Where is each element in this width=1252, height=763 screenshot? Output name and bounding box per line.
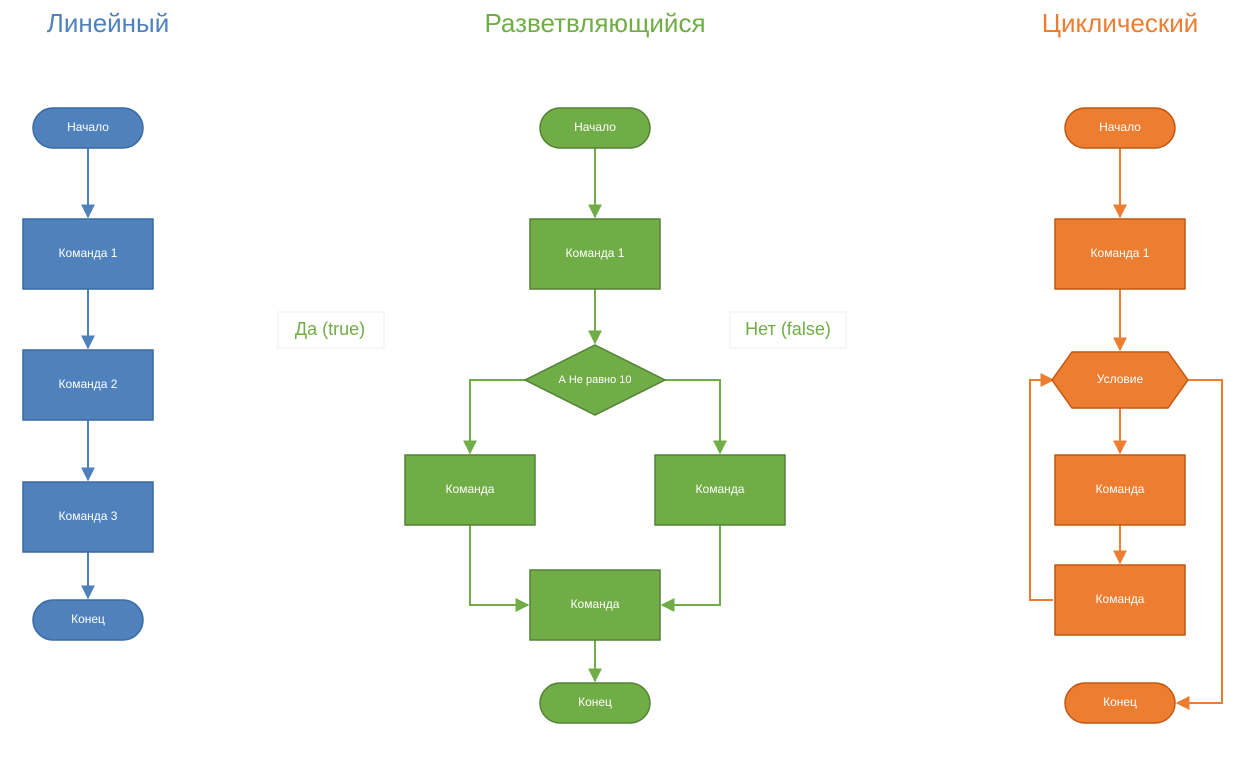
arrow-merge-right (662, 525, 720, 605)
label: Конец (1103, 695, 1137, 709)
flowchart-diagram: Линейный Разветвляющийся Циклический Нач… (0, 0, 1252, 763)
label: Условие (1097, 372, 1144, 386)
label: Команда 1 (1091, 246, 1150, 260)
label: Начало (1099, 120, 1141, 134)
arrow-branch-left (470, 380, 525, 453)
cyclic-flowchart: Начало Команда 1 Условие Команда Команда… (1030, 108, 1222, 723)
label: Команда (446, 482, 495, 496)
label: Команда 1 (59, 246, 118, 260)
label: А Не равно 10 (558, 374, 631, 386)
label: Конец (578, 695, 612, 709)
title-linear: Линейный (47, 8, 170, 38)
loop-back-arrow (1030, 380, 1053, 600)
arrow-branch-right (665, 380, 720, 453)
label: Команда (571, 597, 620, 611)
title-branching: Разветвляющийся (484, 8, 705, 38)
label: Команда (1096, 592, 1145, 606)
label: Команда (1096, 482, 1145, 496)
label: Начало (574, 120, 616, 134)
label-no: Нет (false) (745, 319, 831, 339)
title-cyclic: Циклический (1042, 8, 1199, 38)
label: Конец (71, 612, 105, 626)
label: Команда 3 (59, 509, 118, 523)
label: Команда 1 (566, 246, 625, 260)
label: Команда 2 (59, 377, 118, 391)
arrow-merge-left (470, 525, 528, 605)
label-yes: Да (true) (295, 319, 365, 339)
label: Начало (67, 120, 109, 134)
branching-flowchart: Да (true) Нет (false) Начало Команда 1 А… (278, 108, 846, 723)
loop-exit-arrow (1177, 380, 1222, 703)
label: Команда (696, 482, 745, 496)
linear-flowchart: Начало Команда 1 Команда 2 Команда 3 Кон… (23, 108, 153, 640)
